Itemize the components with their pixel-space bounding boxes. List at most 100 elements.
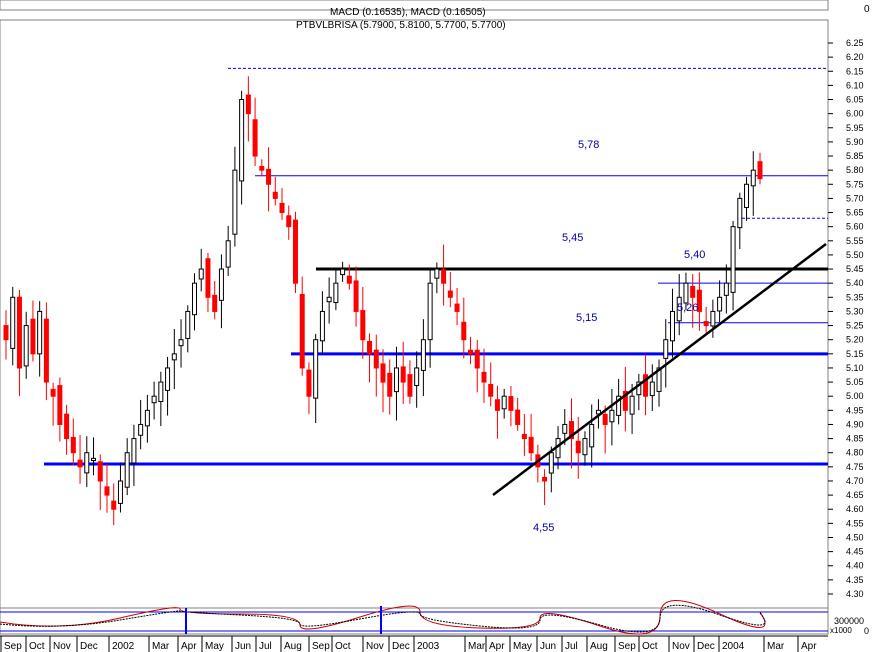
candle-body: [387, 372, 393, 397]
x-tick-label: Jun: [540, 641, 556, 652]
candle-body: [245, 94, 251, 115]
candle-body: [723, 282, 729, 296]
x-tick-label: Oct: [335, 641, 351, 652]
level-label: 4,55: [533, 522, 554, 534]
x-tick-label: Sep: [618, 641, 636, 652]
x-tick-label: Nov: [53, 641, 71, 652]
candle-body: [757, 161, 763, 180]
x-tick-label: Jun: [235, 641, 251, 652]
y-tick-label: 5.15: [846, 349, 864, 359]
candle-body: [292, 219, 298, 284]
y-tick-label: 4.90: [846, 419, 864, 429]
candles: [3, 76, 763, 526]
volume-axis-unit: x1000: [830, 626, 852, 635]
candle-body: [643, 374, 649, 397]
y-tick-label: 6.10: [846, 80, 864, 90]
candle-body: [710, 310, 716, 327]
candle-body: [299, 293, 305, 369]
y-tick-label: 6.15: [846, 66, 864, 76]
candle-body: [737, 197, 743, 229]
level-label: 5,26: [677, 302, 698, 314]
oscillator-signal: [0, 604, 766, 633]
candle-body: [16, 296, 22, 369]
candle-body: [43, 318, 49, 383]
candle-body: [205, 258, 211, 298]
candle-body: [629, 395, 635, 415]
x-tick-label: Sep: [312, 641, 330, 652]
candle-body: [57, 385, 63, 425]
candle-body: [64, 413, 70, 440]
candle-body: [703, 321, 709, 327]
y-tick-label: 5.95: [846, 123, 864, 133]
candle-body: [333, 282, 339, 304]
candle-body: [656, 367, 662, 392]
candle-body: [91, 457, 97, 462]
candle-body: [750, 169, 756, 187]
candle-body: [340, 268, 346, 276]
y-tick-label: 5.05: [846, 377, 864, 387]
candle-body: [501, 395, 507, 410]
candle-body: [447, 290, 453, 298]
level-label: 5,15: [576, 312, 597, 324]
plot-frame: [0, 19, 829, 609]
chart-title: PTBVLBRISA (5.7900, 5.8100, 5.7700, 5.77…: [296, 20, 506, 31]
y-tick-label: 4.55: [846, 518, 864, 528]
y-tick-label: 5.45: [846, 264, 864, 274]
y-tick-label: 5.40: [846, 278, 864, 288]
candle-body: [178, 339, 184, 347]
x-tick-label: Dec: [392, 641, 410, 652]
candle-body: [77, 459, 83, 468]
volume-axis-zero: 0: [864, 626, 869, 636]
candle-body: [420, 339, 426, 371]
candle-body: [50, 388, 56, 397]
y-tick-label: 4.30: [846, 589, 864, 599]
x-tick-label: May: [205, 641, 224, 652]
candle-body: [272, 191, 278, 199]
macd-panel: MACD (0.16535), MACD (0.16505) 0: [0, 0, 870, 18]
candle-body: [138, 423, 144, 436]
y-tick-label: 4.35: [846, 575, 864, 585]
candle-body: [595, 409, 601, 415]
candle-body: [454, 303, 460, 312]
y-tick-label: 5.60: [846, 222, 864, 232]
candle-body: [192, 282, 197, 316]
candle-body: [225, 240, 231, 268]
candle-body: [609, 409, 615, 423]
candle-body: [373, 349, 379, 369]
candle-body: [252, 119, 258, 157]
x-tick-label: Nov: [672, 641, 690, 652]
x-tick-label: 2003: [417, 641, 440, 652]
y-tick-label: 4.60: [846, 504, 864, 514]
candle-body: [171, 353, 177, 361]
x-tick-label: Apr: [181, 641, 197, 652]
candle-body: [131, 438, 137, 464]
candle-body: [528, 436, 534, 454]
candle-body: [676, 296, 682, 322]
candle-body: [575, 440, 581, 454]
price-axis: 4.30 4.35 4.40 4.45 4.50 4.55 4.60 4.65 4.70 4.75…: [828, 38, 864, 599]
candle-body: [474, 349, 480, 369]
y-tick-label: 5.00: [846, 391, 864, 401]
candle-body: [441, 269, 447, 284]
candle-body: [616, 395, 622, 416]
x-tick-label: Dec: [697, 641, 715, 652]
y-tick-label: 5.50: [846, 250, 864, 260]
y-tick-label: 4.75: [846, 462, 864, 472]
candle-body: [569, 421, 574, 440]
y-tick-label: 6.00: [846, 109, 864, 119]
candle-body: [326, 296, 332, 303]
y-tick-label: 5.80: [846, 165, 864, 175]
candle-body: [367, 340, 373, 355]
y-tick-label: 5.55: [846, 236, 864, 246]
y-tick-label: 5.25: [846, 321, 864, 331]
candle-body: [117, 480, 123, 504]
candle-body: [744, 183, 750, 208]
y-tick-label: 5.30: [846, 306, 864, 316]
candle-body: [683, 282, 689, 304]
candle-body: [218, 268, 224, 301]
y-tick-label: 4.85: [846, 434, 864, 444]
volume-axis-300000: 300000: [834, 616, 864, 626]
macd-axis-value: 0: [864, 4, 870, 15]
x-tick-label: Jul: [259, 641, 272, 652]
